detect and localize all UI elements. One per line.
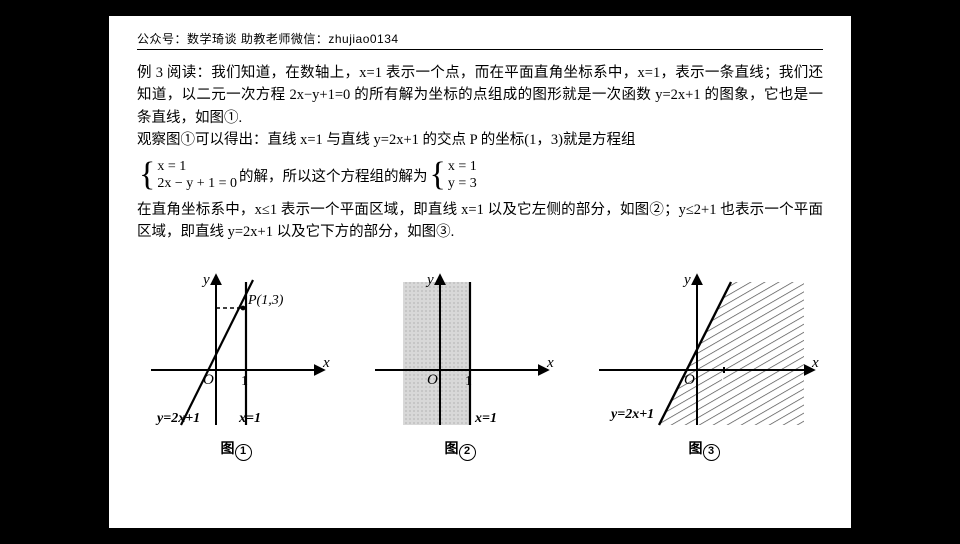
figure-2-label: 图2 [445, 438, 476, 461]
system-left: { x = 1 2x − y + 1 = 0 [139, 158, 237, 193]
figure-3-label: 图3 [689, 438, 720, 461]
figure-1-label: 图1 [221, 438, 252, 461]
f1-y-label: y [201, 272, 210, 288]
f1-tick: 1 [241, 374, 248, 389]
brace-left: { [139, 158, 155, 192]
sys-left-line2: 2x − y + 1 = 0 [157, 175, 237, 193]
f1-line1: y=2x+1 [155, 411, 200, 426]
paragraph-1: 例 3 阅读：我们知道，在数轴上，x=1 表示一个点，而在平面直角坐标系中，x=… [137, 62, 823, 129]
eq-mid-text: 的解，所以这个方程组的解为 [239, 165, 428, 186]
paragraph-3: 在直角坐标系中，x≤1 表示一个平面区域，即直线 x=1 以及它左侧的部分，如图… [137, 199, 823, 244]
f3-x-label: x [811, 355, 819, 371]
sys-right-line2: y = 3 [448, 175, 477, 193]
paragraph-2: 观察图①可以得出：直线 x=1 与直线 y=2x+1 的交点 P 的坐标(1，3… [137, 129, 823, 151]
f3-origin: O [684, 372, 695, 388]
f1-origin: O [203, 372, 214, 388]
sys-left-line1: x = 1 [157, 158, 237, 176]
f2-line2: x=1 [474, 411, 497, 426]
f2-x-label: x [546, 355, 554, 371]
figure-1: y x O 1 P(1,3) y=2x+1 x=1 图1 [141, 270, 331, 461]
f1-x-label: x [322, 355, 330, 371]
f2-tick: 1 [465, 374, 472, 389]
system-right: { x = 1 y = 3 [430, 158, 477, 193]
f2-y-label: y [425, 272, 434, 288]
f2-origin: O [427, 372, 438, 388]
f3-tick: 1 [719, 374, 726, 389]
header-prefix: 公众号：数学琦谈 助教老师微信： [137, 32, 328, 46]
document-page: 公众号：数学琦谈 助教老师微信：zhujiao0134 例 3 阅读：我们知道，… [109, 16, 851, 528]
page-header: 公众号：数学琦谈 助教老师微信：zhujiao0134 [137, 30, 823, 50]
brace-right: { [430, 158, 446, 192]
figures-row: y x O 1 P(1,3) y=2x+1 x=1 图1 [137, 270, 823, 461]
figure-2: y x O 1 x=1 图2 [365, 270, 555, 461]
header-wechat: zhujiao0134 [328, 32, 398, 46]
figure-3: y x O 1 y=2x+1 图3 [589, 270, 819, 461]
sys-right-line1: x = 1 [448, 158, 477, 176]
equation-row: { x = 1 2x − y + 1 = 0 的解，所以这个方程组的解为 { x… [137, 158, 823, 193]
f1-point: P(1,3) [247, 293, 284, 308]
f3-line1: y=2x+1 [609, 407, 654, 422]
f3-y-label: y [682, 272, 691, 288]
f1-line2: x=1 [238, 411, 261, 426]
